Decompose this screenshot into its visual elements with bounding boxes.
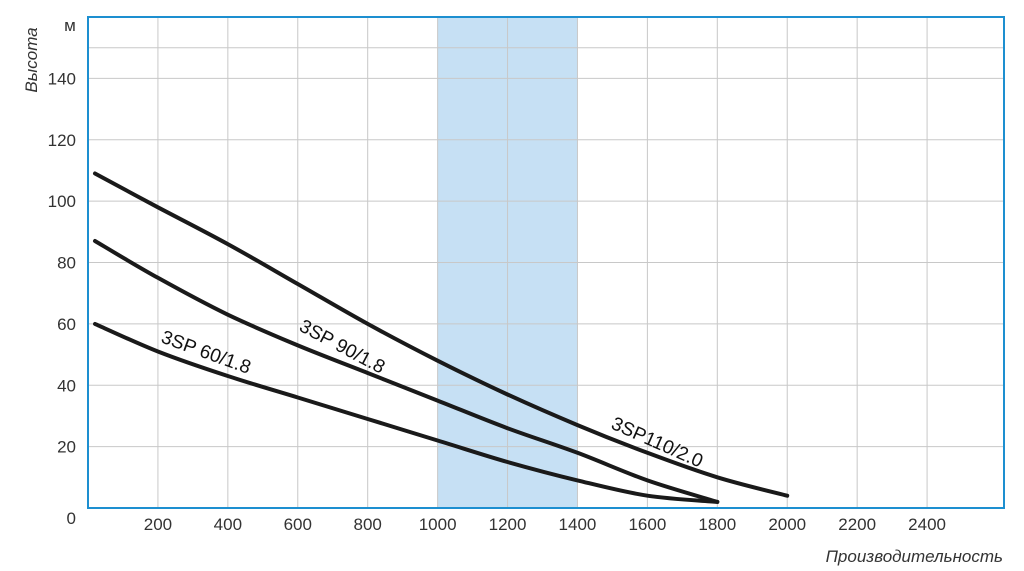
x-tick-label: 1000	[419, 515, 457, 534]
curve-3sp110-2-0	[93, 171, 790, 498]
x-axis-title: Производительность	[826, 547, 1003, 566]
y-axis-title: Высота	[22, 27, 41, 92]
y-axis-unit: м	[64, 16, 76, 35]
x-tick-label: 2200	[838, 515, 876, 534]
x-tick-label: 1200	[489, 515, 527, 534]
plot-frame	[87, 16, 1005, 509]
x-tick-label: 800	[354, 515, 382, 534]
y-tick-label: 80	[57, 254, 76, 273]
x-tick-label: 400	[214, 515, 242, 534]
curve-label-3sp-60-1-8: 3SP 60/1.8	[158, 327, 253, 379]
x-tick-label: 200	[144, 515, 172, 534]
y-tick-label: 20	[57, 438, 76, 457]
y-tick-label: 120	[48, 131, 76, 150]
x-tick-label: 2400	[908, 515, 946, 534]
y-tick-label: 0	[67, 509, 76, 528]
y-tick-label: 140	[48, 69, 76, 88]
x-tick-label: 1800	[698, 515, 736, 534]
curve-label-3sp-90-1-8: 3SP 90/1.8	[296, 316, 389, 379]
curve-3sp-60-1-8	[93, 321, 720, 504]
x-tick-label: 2000	[768, 515, 806, 534]
y-tick-label: 100	[48, 192, 76, 211]
x-tick-label: 600	[284, 515, 312, 534]
y-tick-label: 60	[57, 315, 76, 334]
curve-3sp-90-1-8	[93, 239, 720, 504]
x-tick-label: 1600	[628, 515, 666, 534]
x-tick-label: 1400	[559, 515, 597, 534]
y-tick-label: 40	[57, 376, 76, 395]
